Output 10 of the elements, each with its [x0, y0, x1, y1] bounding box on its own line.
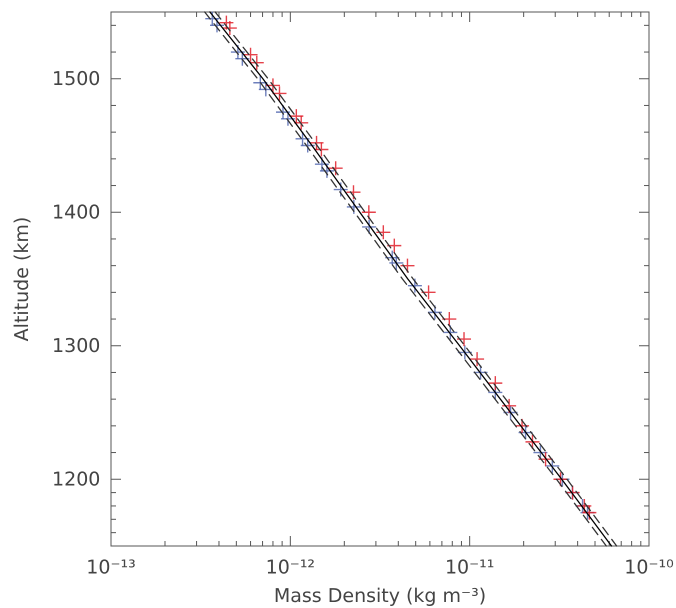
- x-tick-label: 10⁻¹³: [86, 556, 136, 579]
- y-tick-label: 1200: [52, 468, 100, 490]
- x-tick-label: 10⁻¹²: [266, 556, 316, 579]
- x-tick-label: 10⁻¹⁰: [624, 556, 674, 579]
- x-tick-label: 10⁻¹¹: [444, 556, 494, 579]
- y-axis-title: Altitude (km): [11, 216, 33, 342]
- x-axis-title: Mass Density (kg m⁻³): [274, 585, 486, 607]
- y-tick-label: 1400: [52, 201, 100, 224]
- y-tick-label: 1300: [52, 334, 100, 357]
- y-tick-label: 1500: [52, 68, 100, 90]
